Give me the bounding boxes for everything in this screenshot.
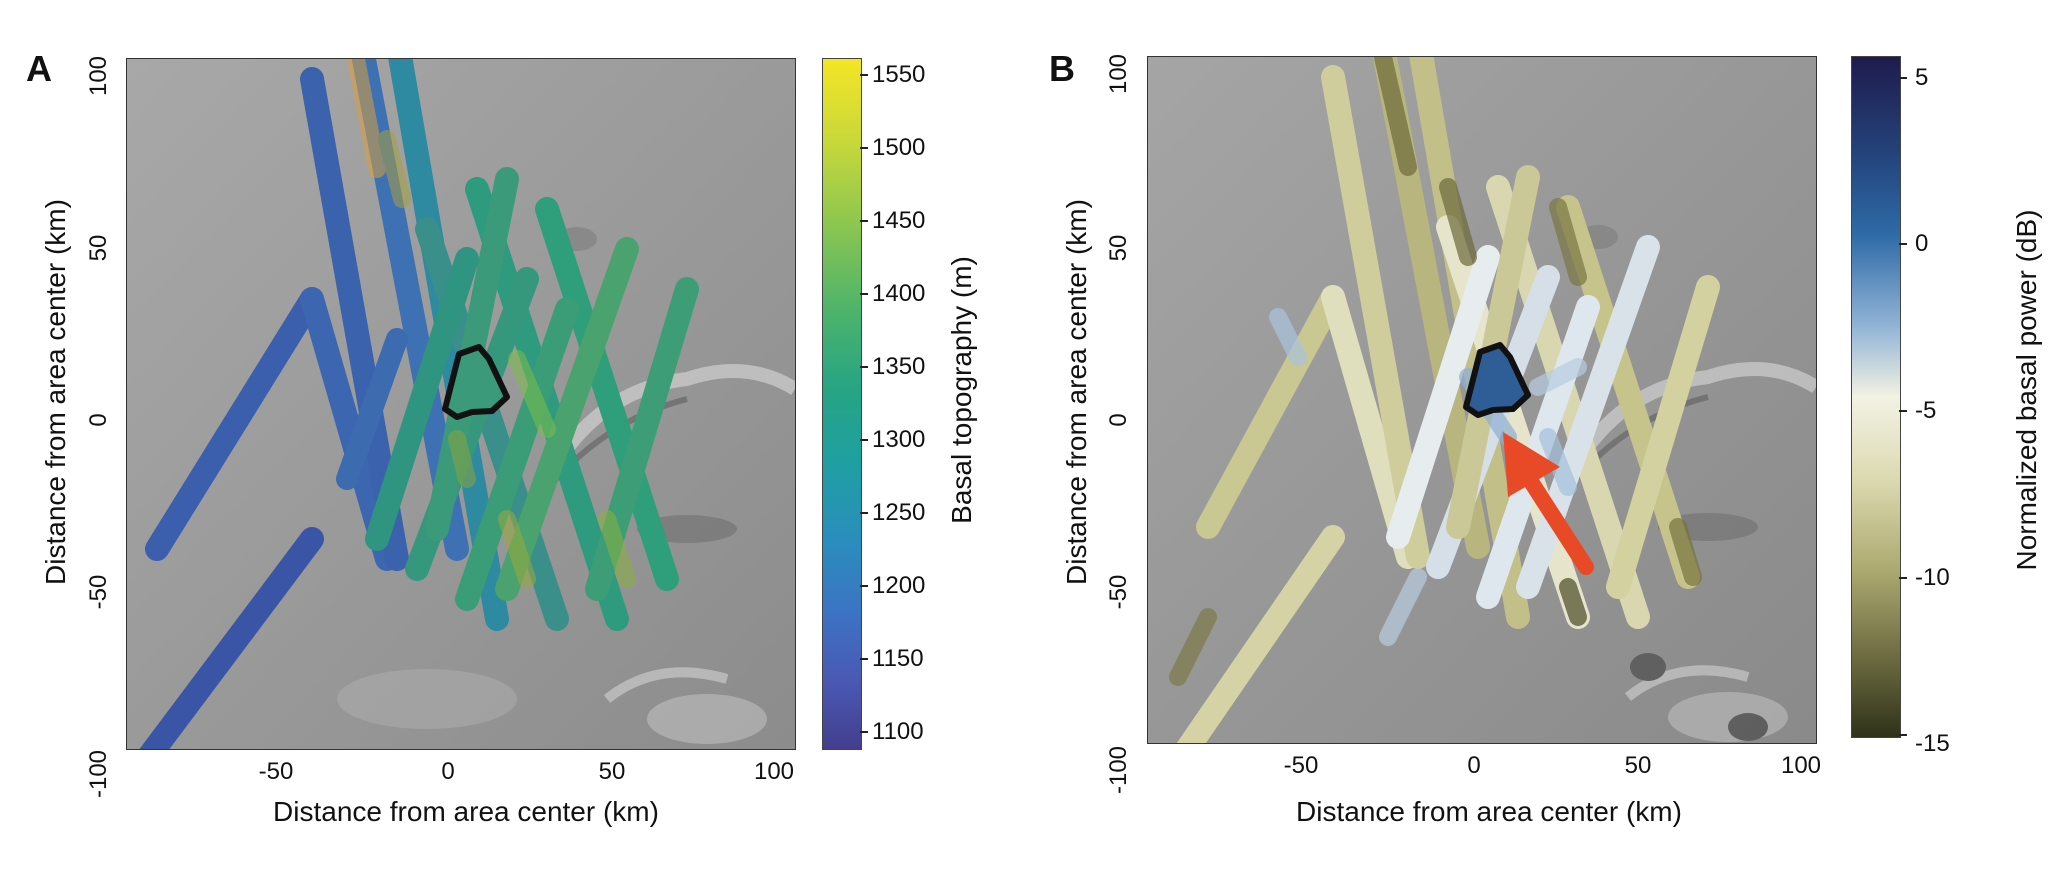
y-tick-b-0: 100 [1105,53,1132,95]
radar-topography-map [127,59,795,749]
x-tick-a-0: -50 [258,758,294,785]
y-tick-b-4: -100 [1105,745,1132,795]
colorbar-a-tick-1: 1500 [872,134,926,161]
colorbar-a-tick-5: 1300 [872,426,926,453]
colorbar-a-tick-8: 1150 [872,645,924,672]
x-tick-b-2: 50 [1624,752,1652,779]
y-tick-a-3: -50 [85,574,112,610]
x-axis-label-a: Distance from area center (km) [273,796,659,827]
colorbar-b-tick-3: -10 [1915,564,1950,591]
arrow-annotation [1503,432,1594,575]
x-tick-a-3: 100 [753,758,795,785]
map-b [1147,56,1817,744]
x-tick-b-3: 100 [1780,752,1822,779]
colorbar-a-tick-2: 1450 [872,207,926,234]
x-tick-b-0: -50 [1283,752,1319,779]
y-axis-label-a: Distance from area center (km) [40,199,71,585]
x-axis-label-b: Distance from area center (km) [1296,796,1682,827]
lake-outline-b [1463,342,1531,418]
y-tick-b-1: 50 [1105,234,1132,262]
colorbar-a-tick-3: 1400 [872,280,926,307]
y-tick-b-2: 0 [1105,413,1132,427]
y-axis-label-b: Distance from area center (km) [1061,199,1092,585]
colorbar-a-tick-4: 1350 [872,353,926,380]
colorbar-a-tick-9: 1100 [872,718,924,745]
x-tick-a-1: 0 [441,758,455,785]
colorbar-a [822,58,862,750]
y-tick-a-1: 50 [85,234,112,262]
colorbar-b-tick-4: -15 [1915,730,1950,757]
colorbar-b [1851,56,1901,738]
map-a [126,58,796,750]
colorbar-b-tick-0: 5 [1915,64,1929,91]
panel-label-b: B [1049,48,1075,89]
colorbar-b-title: Normalized basal power (dB) [2011,209,2042,571]
y-tick-b-3: -50 [1105,574,1132,610]
lake-outline-a [442,344,510,420]
x-tick-a-2: 50 [598,758,626,785]
y-tick-a-0: 100 [85,55,112,97]
colorbar-b-tick-2: -5 [1915,397,1937,424]
colorbar-a-tick-0: 1550 [872,61,926,88]
colorbar-b-tick-1: 0 [1915,230,1929,257]
panel-a: A [26,48,977,827]
colorbar-a-tick-6: 1250 [872,499,926,526]
panel-b: B [1031,0,2062,872]
y-tick-a-4: -100 [85,749,112,799]
panel-label-a: A [26,48,52,89]
x-tick-b-1: 0 [1467,752,1481,779]
colorbar-a-title: Basal topography (m) [946,256,977,524]
basal-power-map [1148,57,1816,743]
y-tick-a-2: 0 [85,413,112,427]
colorbar-a-tick-7: 1200 [872,572,926,599]
